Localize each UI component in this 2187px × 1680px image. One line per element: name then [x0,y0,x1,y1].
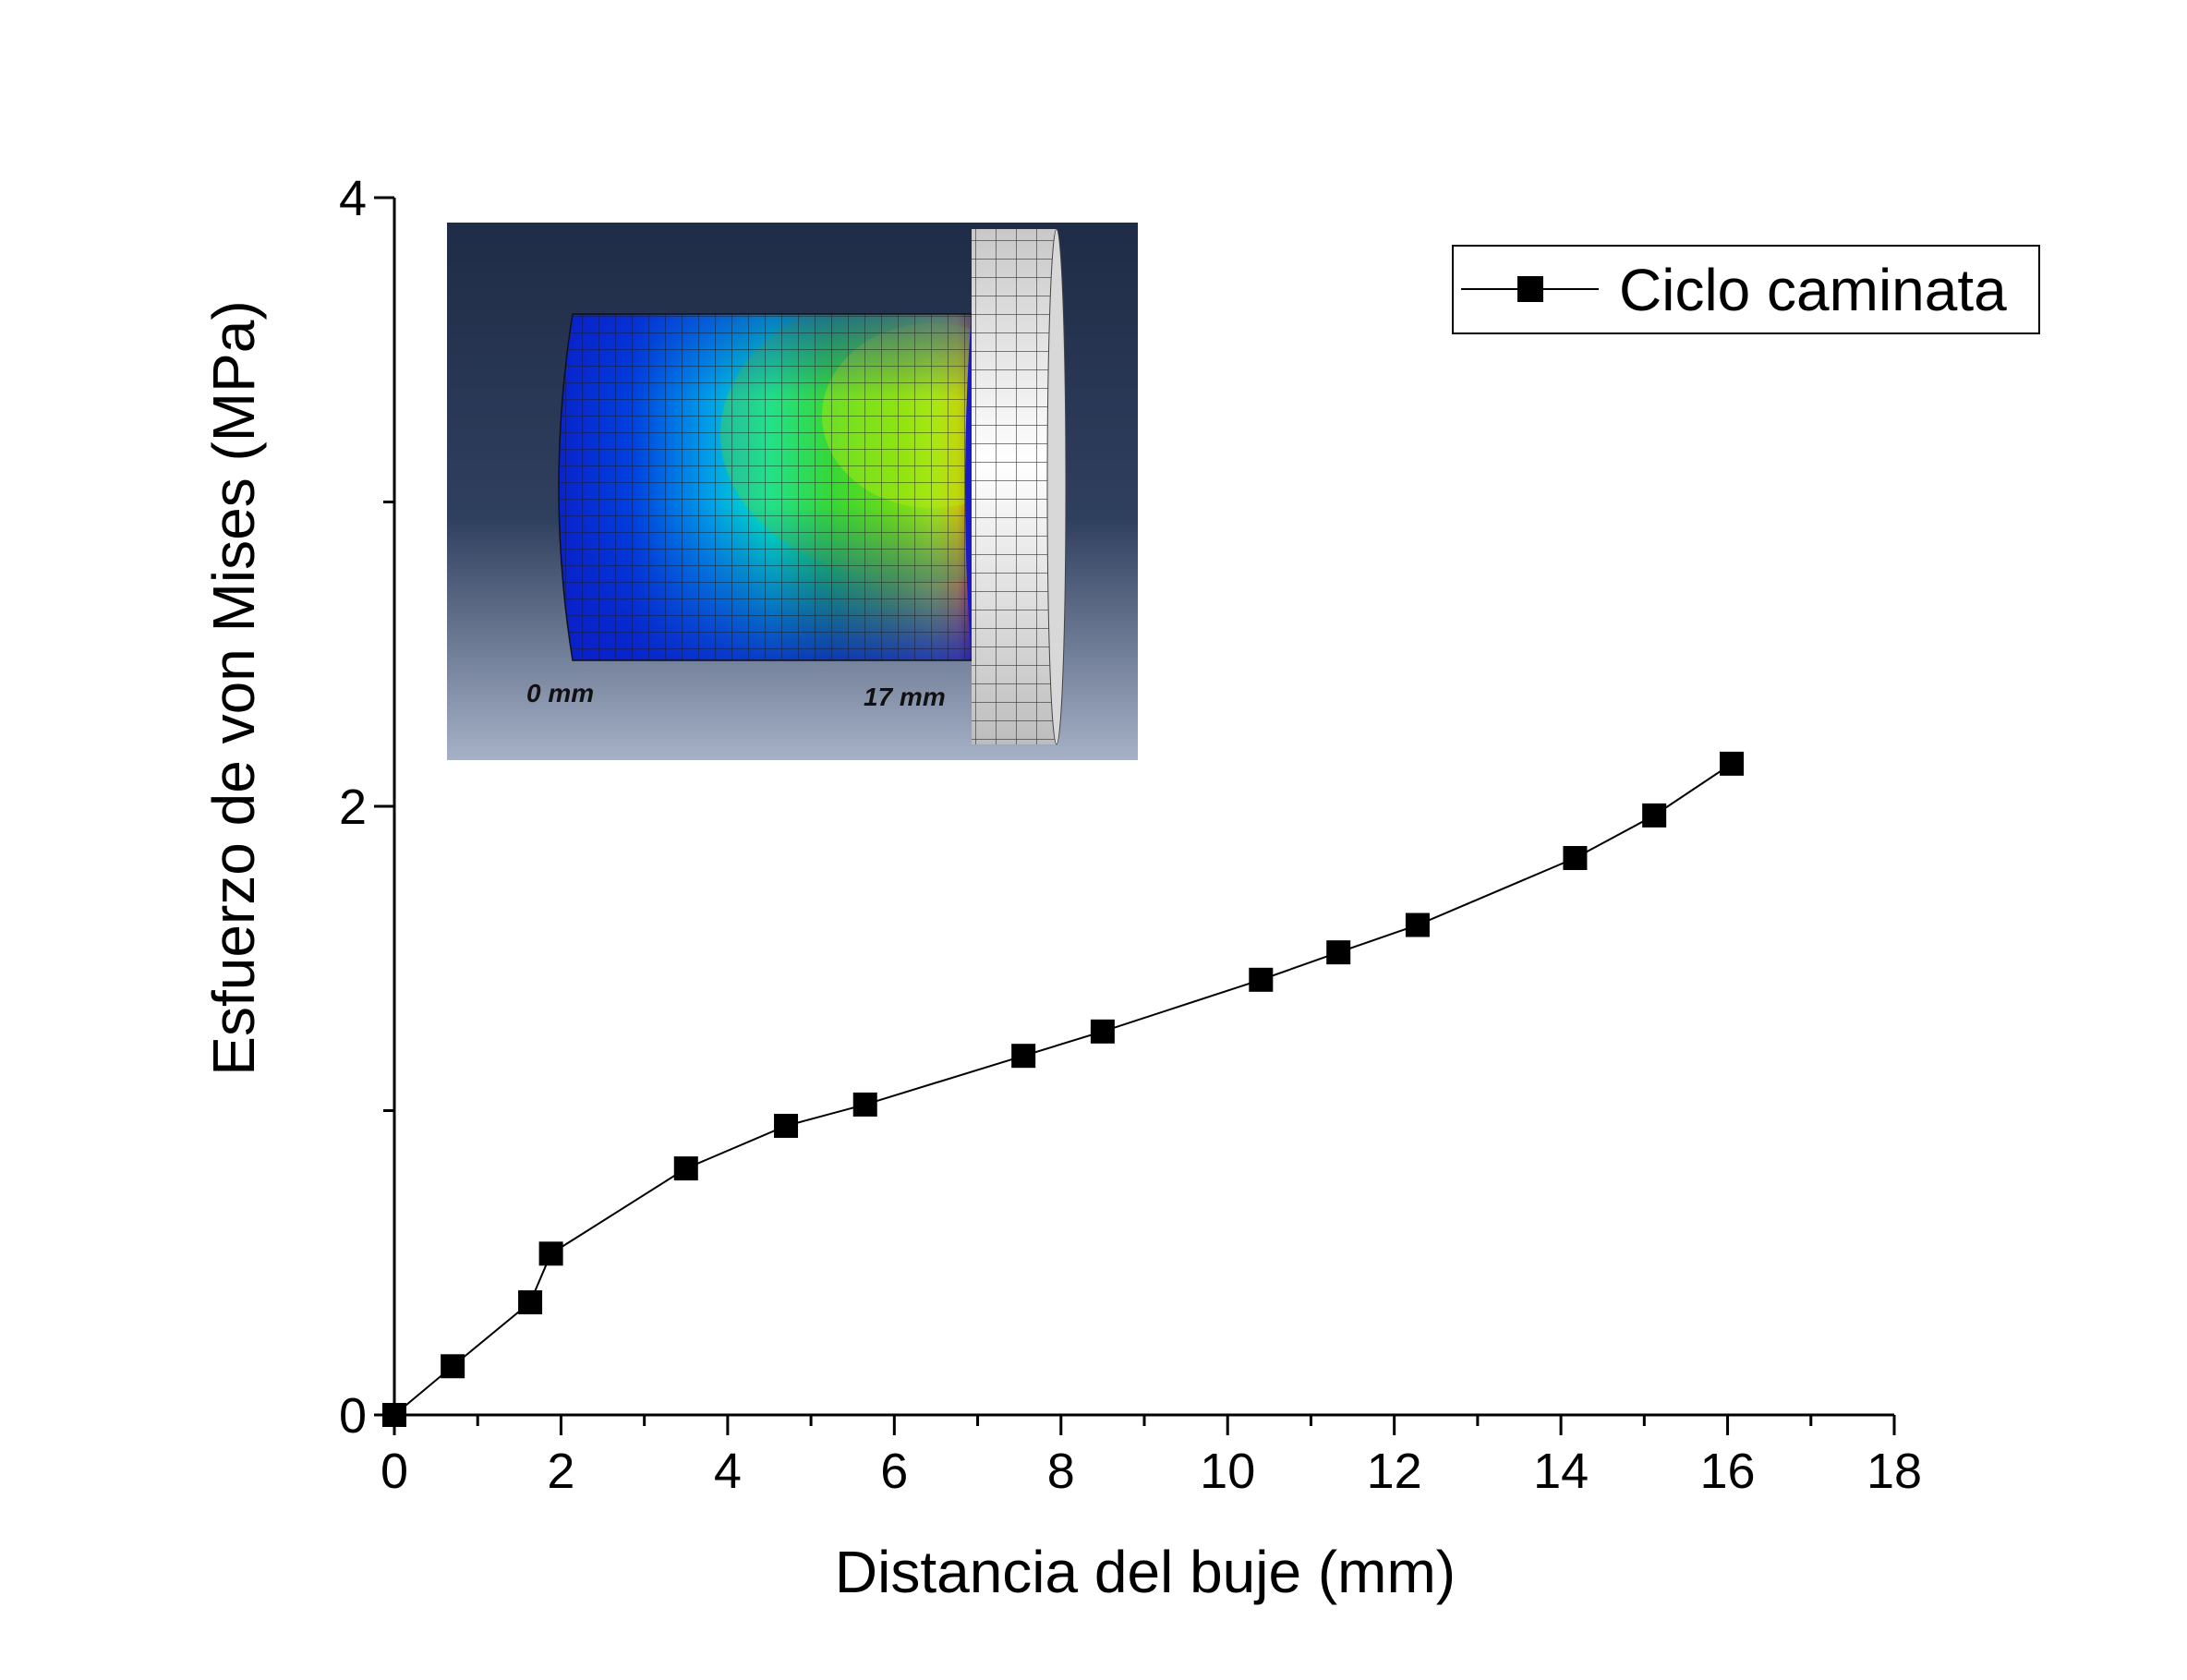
series-line [393,763,1733,1416]
x-tick-label: 12 [1367,1444,1422,1499]
data-point-marker [673,1156,698,1181]
data-point-marker [441,1354,465,1379]
data-point-marker [1563,846,1588,871]
x-tick-label: 0 [381,1444,408,1499]
x-tick-label: 10 [1200,1444,1255,1499]
y-ticks: 0 2 4 [339,171,394,1444]
y-tick-label: 0 [339,1388,367,1444]
x-axis-title: Distancia del buje (mm) [835,1539,1456,1605]
x-tick-label: 2 [547,1444,574,1499]
legend-marker [1517,276,1543,302]
y-tick-label: 4 [339,171,367,226]
data-point-marker [852,1092,877,1117]
data-point-marker [1090,1019,1115,1044]
y-tick-label: 2 [339,780,367,835]
cylinder-outline [558,313,973,661]
data-point-marker [1720,751,1745,776]
data-point-marker [382,1403,406,1427]
data-point-marker [1326,940,1351,965]
series-layer [382,751,1745,1427]
x-tick-label: 6 [880,1444,908,1499]
data-point-marker [518,1290,543,1315]
data-point-marker [538,1241,563,1266]
x-tick-label: 8 [1047,1444,1075,1499]
x-tick-label: 14 [1533,1444,1589,1499]
data-point-marker [1405,913,1430,937]
inset-fea-image: 0 mm 17 mm [447,223,1138,760]
x-tick-label: 4 [714,1444,742,1499]
data-point-marker [1011,1044,1036,1069]
x-ticks: 0 2 4 6 8 10 12 14 16 18 [381,1415,1922,1499]
legend-label: Ciclo caminata [1619,257,2007,323]
inset-label-17mm: 17 mm [864,683,946,711]
legend: Ciclo caminata [1452,245,2040,334]
y-axis-title: Esfuerzo de von Mises (MPa) [200,300,267,1075]
data-point-marker [1642,803,1667,828]
x-tick-label: 18 [1867,1444,1922,1499]
data-point-marker [774,1113,799,1138]
inset-label-0mm: 0 mm [526,679,594,707]
data-point-marker [1249,967,1274,992]
x-tick-label: 16 [1700,1444,1756,1499]
